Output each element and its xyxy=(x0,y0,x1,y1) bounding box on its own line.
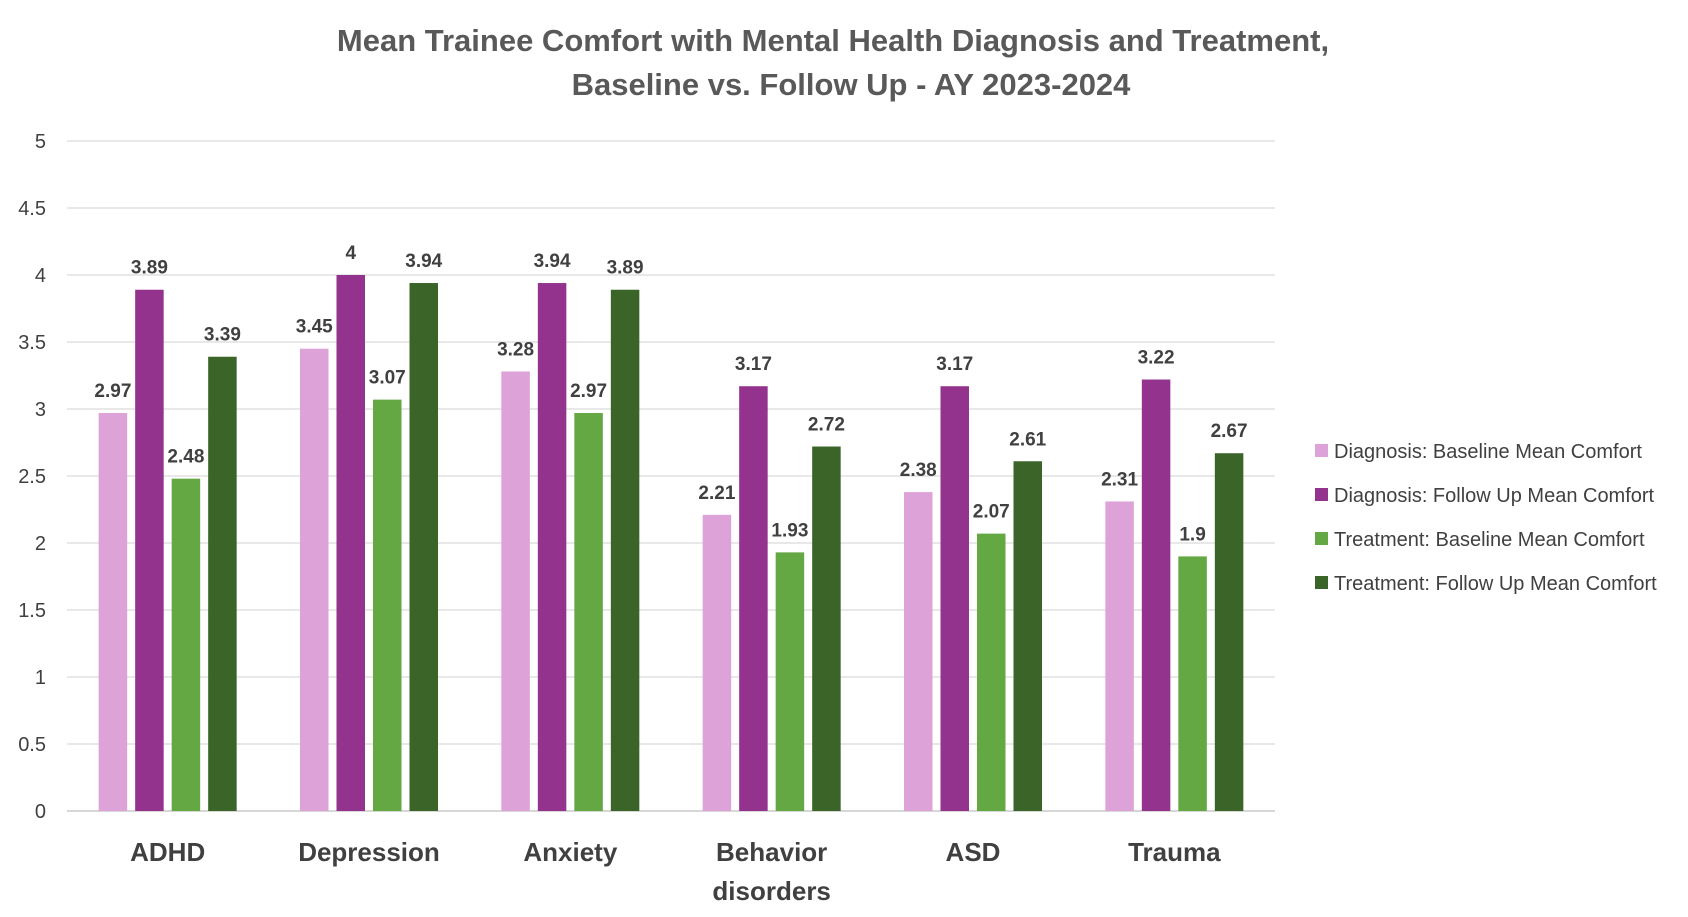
x-axis: ADHD Depression Anxiety Behavior disorders AS… xyxy=(130,837,1221,906)
bar xyxy=(739,386,768,811)
y-tick-label: 5 xyxy=(35,131,46,153)
chart-subtitle: Baseline vs. Follow Up - AY 2023-2024 xyxy=(572,67,1132,102)
x-category-label: Trauma xyxy=(1128,837,1221,867)
bar xyxy=(1013,461,1042,811)
data-label: 3.89 xyxy=(607,258,644,279)
bar xyxy=(208,356,237,811)
data-label: 3.22 xyxy=(1138,348,1175,369)
legend-swatch xyxy=(1315,532,1328,545)
data-label: 3.94 xyxy=(405,251,442,272)
x-category-label: Depression xyxy=(298,837,440,867)
data-label: 2.21 xyxy=(698,483,735,504)
bar xyxy=(702,514,732,811)
y-tick-label: 1.5 xyxy=(18,600,46,622)
y-tick-label: 0.5 xyxy=(18,734,46,756)
bar xyxy=(135,289,164,811)
y-tick-label: 2.5 xyxy=(18,466,46,488)
data-label: 2.97 xyxy=(570,381,607,402)
data-label: 2.48 xyxy=(167,447,204,468)
bars xyxy=(98,275,1244,811)
bar xyxy=(574,413,603,811)
bar xyxy=(1178,556,1207,811)
x-category-label: disorders xyxy=(712,876,831,906)
bar xyxy=(1105,501,1134,811)
bar xyxy=(812,446,841,811)
legend-swatch xyxy=(1315,444,1328,457)
data-label: 3.17 xyxy=(936,354,973,375)
legend-swatch xyxy=(1315,576,1328,589)
bar xyxy=(501,371,530,811)
y-axis: 0 0.5 1 1.5 2 2.5 3 3.5 4 4.5 5 xyxy=(18,131,46,823)
x-category-label: Anxiety xyxy=(523,837,617,867)
data-label: 2.97 xyxy=(94,381,131,402)
y-tick-label: 0 xyxy=(35,801,46,823)
data-label: 3.89 xyxy=(131,258,168,279)
bar xyxy=(336,275,365,811)
legend-label: Diagnosis: Baseline Mean Comfort xyxy=(1334,441,1642,463)
data-label: 3.28 xyxy=(497,339,534,360)
legend: Diagnosis: Baseline Mean Comfort Diagnosi… xyxy=(1315,441,1657,595)
x-category-label: ASD xyxy=(946,837,1001,867)
bar xyxy=(940,386,969,811)
data-label: 1.9 xyxy=(1179,524,1205,545)
chart-title: Mean Trainee Comfort with Mental Health … xyxy=(337,23,1329,58)
data-label: 4 xyxy=(345,243,356,264)
legend-swatch xyxy=(1315,488,1328,501)
bar xyxy=(904,492,933,811)
bar xyxy=(1141,379,1171,811)
data-label: 2.07 xyxy=(973,502,1010,523)
data-label: 2.38 xyxy=(900,460,937,481)
data-label: 1.93 xyxy=(771,520,808,541)
data-label: 3.45 xyxy=(296,317,333,338)
data-label: 2.61 xyxy=(1009,429,1046,450)
bar xyxy=(300,348,329,811)
data-label: 2.72 xyxy=(808,415,845,436)
data-label: 2.31 xyxy=(1101,469,1138,490)
bar xyxy=(537,283,567,811)
bar xyxy=(171,478,201,811)
y-tick-label: 1 xyxy=(35,667,46,689)
bar xyxy=(1214,453,1244,811)
data-label: 3.07 xyxy=(369,368,406,389)
x-category-label: ADHD xyxy=(130,837,205,867)
bar xyxy=(373,399,402,811)
bar xyxy=(775,552,805,811)
bar xyxy=(98,413,128,811)
y-tick-label: 2 xyxy=(35,533,46,555)
bar xyxy=(409,283,438,811)
legend-label: Diagnosis: Follow Up Mean Comfort xyxy=(1334,485,1655,507)
data-label: 3.94 xyxy=(534,251,571,272)
y-tick-label: 4 xyxy=(35,265,46,287)
data-labels: 2.97 3.45 3.28 2.21 2.38 2.31 3.89 4 3.94 3.17 3.1… xyxy=(94,243,1247,545)
gridlines xyxy=(67,140,1275,812)
data-label: 2.67 xyxy=(1211,421,1248,442)
bar xyxy=(977,533,1006,811)
legend-label: Treatment: Baseline Mean Comfort xyxy=(1334,529,1645,551)
data-label: 3.39 xyxy=(204,325,241,346)
bar xyxy=(610,289,640,811)
legend-label: Treatment: Follow Up Mean Comfort xyxy=(1334,573,1657,595)
y-tick-label: 3.5 xyxy=(18,332,46,354)
y-tick-label: 3 xyxy=(35,399,46,421)
data-label: 3.17 xyxy=(735,354,772,375)
x-category-label: Behavior xyxy=(716,837,827,867)
y-tick-label: 4.5 xyxy=(18,198,46,220)
